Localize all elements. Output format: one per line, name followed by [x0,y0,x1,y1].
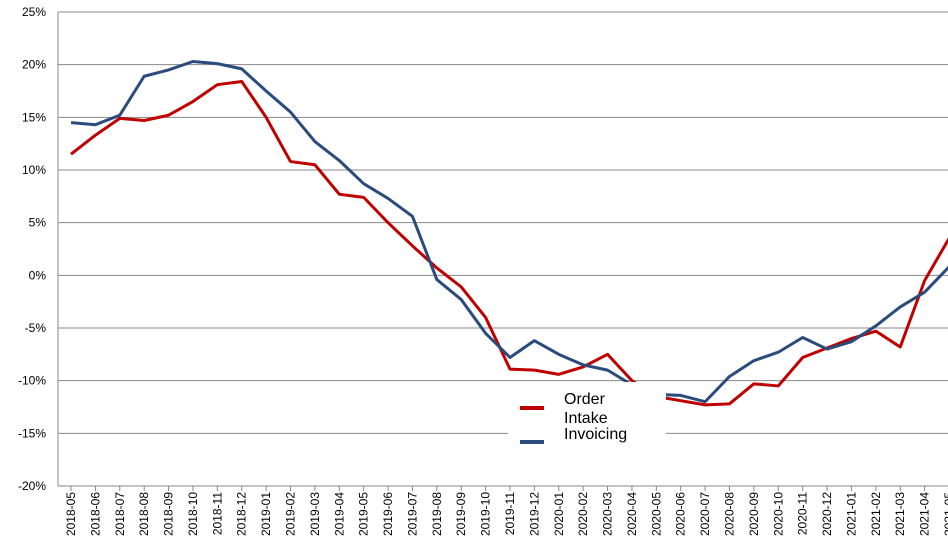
y-tick-label: 25% [22,5,46,19]
x-tick-label: 2018-08 [137,492,151,536]
y-tick-label: 5% [29,216,47,230]
x-tick-label: 2020-03 [601,492,615,536]
x-tick-label: 2019-01 [259,492,273,536]
legend-box [508,382,666,470]
y-tick-label: 0% [29,268,47,282]
x-tick-label: 2018-06 [88,492,102,536]
x-tick-label: 2019-04 [332,492,346,536]
x-tick-label: 2020-12 [820,492,834,536]
y-tick-label: 15% [22,110,46,124]
x-tick-label: 2020-10 [771,492,785,536]
x-tick-label: 2018-10 [186,492,200,536]
x-tick-label: 2019-12 [527,492,541,536]
x-tick-label: 2019-02 [284,492,298,536]
x-tick-label: 2019-06 [381,492,395,536]
x-tick-label: 2020-09 [747,492,761,536]
x-tick-label: 2021-01 [844,492,858,536]
x-tick-label: 2019-11 [503,492,517,535]
x-tick-label: 2018-07 [113,492,127,536]
x-tick-label: 2019-08 [430,492,444,536]
x-tick-label: 2018-09 [162,492,176,536]
x-tick-label: 2020-07 [698,492,712,536]
y-tick-label: -20% [18,479,46,493]
x-tick-label: 2021-04 [918,492,932,536]
x-tick-label: 2018-11 [210,492,224,535]
x-tick-label: 2020-01 [552,492,566,536]
x-tick-label: 2020-06 [674,492,688,536]
x-tick-label: 2020-04 [625,492,639,536]
x-tick-label: 2018-05 [64,492,78,536]
x-tick-label: 2021-03 [893,492,907,536]
legend-text: Invoicing [564,426,628,443]
series-line [70,60,948,404]
y-tick-label: -10% [18,374,46,388]
x-tick-label: 2019-09 [454,492,468,536]
series-line [70,80,948,407]
x-tick-label: 2019-10 [479,492,493,536]
legend-text: Order Intake [564,391,608,427]
x-tick-label: 2019-05 [357,492,371,536]
x-tick-label: 2020-02 [576,492,590,536]
x-tick-label: 2020-11 [796,492,810,535]
legend-label: Order Intake [564,391,608,427]
y-tick-label: 20% [22,58,46,72]
y-tick-label: 10% [22,163,46,177]
x-tick-label: 2021-02 [869,492,883,536]
x-tick-label: 2020-05 [649,492,663,536]
x-tick-label: 2018-12 [235,492,249,536]
y-tick-label: -15% [18,426,46,440]
legend-label: Invoicing [564,426,628,443]
x-tick-label: 2020-08 [723,492,737,536]
x-tick-label: 2019-07 [405,492,419,536]
x-tick-label: 2021-05 [942,492,948,536]
x-tick-label: 2019-03 [308,492,322,536]
y-tick-label: -5% [25,321,47,335]
